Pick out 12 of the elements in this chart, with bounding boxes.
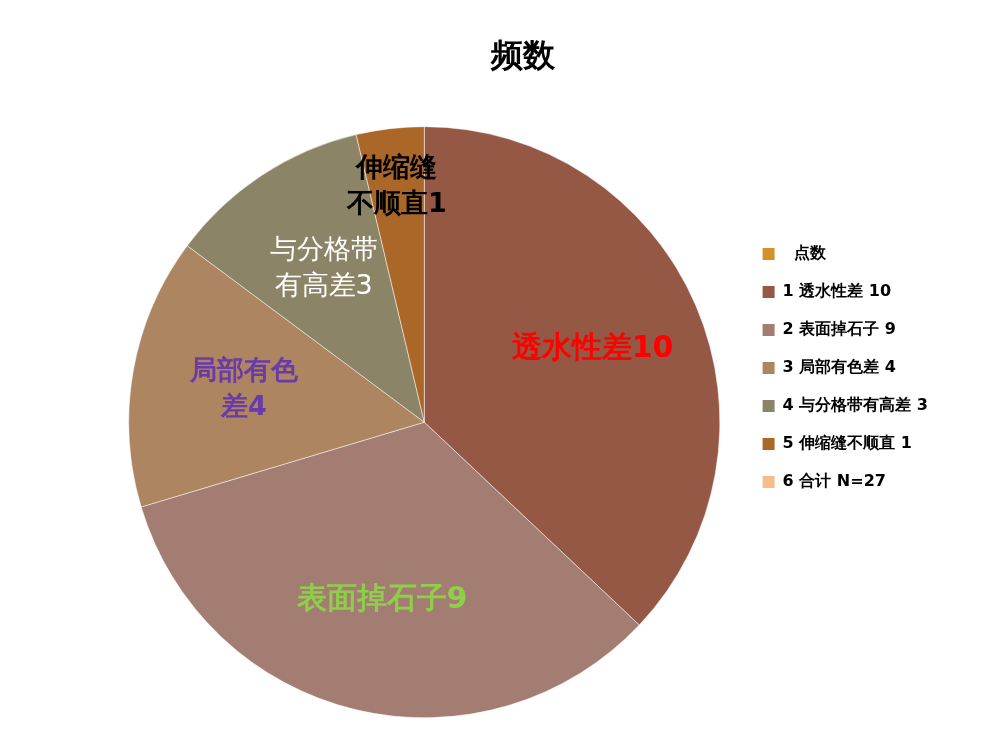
legend-label: 4 与分格带有高差 3	[782, 395, 928, 415]
legend-label: 1 透水性差 10	[782, 281, 892, 301]
legend-label: 6 合计 N=27	[782, 471, 886, 491]
data-label: 与分格带有高差3	[269, 233, 378, 301]
legend-label: 2 表面掉石子 9	[782, 319, 896, 339]
chart-title: 频数	[490, 35, 556, 74]
data-label: 透水性差10	[511, 329, 674, 365]
legend-label: 5 伸缩缝不顺直 1	[782, 433, 912, 453]
data-label: 局部有色差4	[188, 354, 299, 422]
data-label: 表面掉石子9	[295, 580, 468, 616]
legend-label: 3 局部有色差 4	[782, 357, 896, 377]
legend-label: 点数	[782, 243, 827, 263]
